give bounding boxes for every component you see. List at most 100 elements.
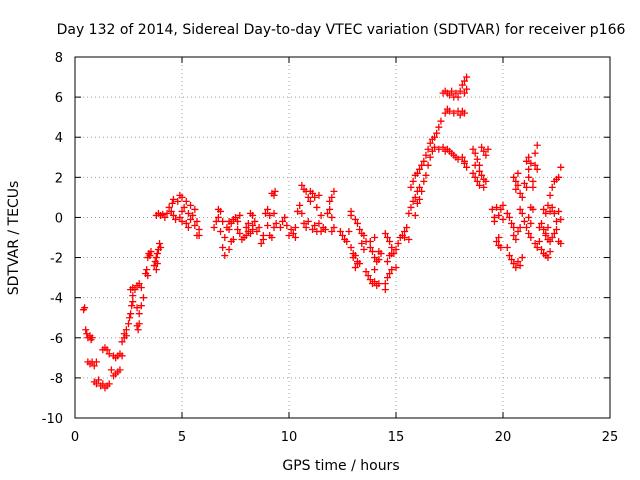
data-point [229,236,237,244]
data-point [298,209,306,217]
data-point [538,219,546,227]
x-axis-label: GPS time / hours [282,458,399,474]
y-tick-label: 8 [55,51,63,66]
data-point [411,193,419,201]
data-point [535,223,543,231]
data-point [92,380,100,388]
chart-title: Day 132 of 2014, Sidereal Day-to-day VTE… [57,22,626,38]
data-point [242,231,250,239]
data-point [118,338,126,346]
data-point [364,272,372,280]
data-point [125,320,132,328]
data-points [80,73,565,392]
data-point [473,155,481,163]
data-point [525,173,533,181]
data-point [431,133,439,141]
data-point [531,149,539,157]
data-point [169,195,177,203]
data-point [471,173,479,181]
data-point [289,229,297,237]
data-point [105,350,113,358]
data-point [510,173,518,181]
data-point [407,203,415,211]
data-point [428,147,436,155]
data-point [82,326,90,334]
data-point [557,215,565,223]
data-point [328,193,336,201]
data-point [523,223,531,231]
data-point [129,298,137,306]
data-point [424,161,432,169]
data-point [416,195,424,203]
data-point [505,213,513,221]
data-point [143,266,151,274]
data-point [482,177,490,185]
data-point [182,197,190,205]
data-point [219,217,227,225]
data-point [392,264,400,272]
data-point [261,209,269,217]
data-point [174,197,182,205]
data-point [184,209,192,217]
data-point [514,227,522,235]
data-point [495,234,503,241]
data-point [90,362,98,370]
data-point [283,221,291,229]
data-point [499,201,507,209]
data-point [478,171,486,179]
data-point [544,223,552,231]
y-tick-label: -6 [50,332,63,347]
data-point [516,189,524,197]
data-point [542,209,550,217]
data-point [343,238,351,246]
data-point [304,217,312,225]
data-point [460,77,468,85]
data-point [221,252,229,260]
x-tick-label: 15 [388,430,405,445]
data-point [460,89,468,97]
data-point [358,240,366,248]
data-point [454,155,462,163]
y-tick-label: 4 [55,131,63,146]
data-point [116,366,124,374]
data-point [463,163,471,171]
x-tick-labels: 0 5 10 15 20 25 [71,430,618,445]
data-point [435,145,443,153]
data-point [493,238,501,246]
data-point [557,163,565,171]
data-point [505,252,513,260]
data-point [212,217,220,225]
data-point [103,346,111,354]
data-point [484,145,492,153]
data-point [409,177,417,185]
data-point [169,211,177,219]
data-point [375,256,383,264]
data-point [362,268,370,276]
data-point [531,161,539,169]
data-point [315,191,323,199]
data-point [176,213,184,221]
data-point [450,109,458,117]
x-tick-label: 20 [495,430,512,445]
data-point [520,217,528,225]
data-point [178,193,186,201]
data-point [473,177,481,185]
data-point [156,240,164,248]
data-point [392,246,400,254]
data-point [411,211,419,219]
data-point [189,211,197,219]
data-point [246,229,254,237]
data-point [144,272,152,280]
data-point [371,266,379,274]
y-tick-label: 0 [55,211,63,226]
data-point [270,209,278,217]
data-point [381,229,389,237]
data-point [460,157,468,165]
data-point [508,256,516,264]
data-point [345,227,353,235]
x-tick-label: 25 [602,430,619,445]
data-point [153,260,161,268]
data-point [424,145,432,153]
data-point [306,197,314,205]
y-tick-labels: -10 -8 -6 -4 -2 0 2 4 6 8 [42,51,63,427]
